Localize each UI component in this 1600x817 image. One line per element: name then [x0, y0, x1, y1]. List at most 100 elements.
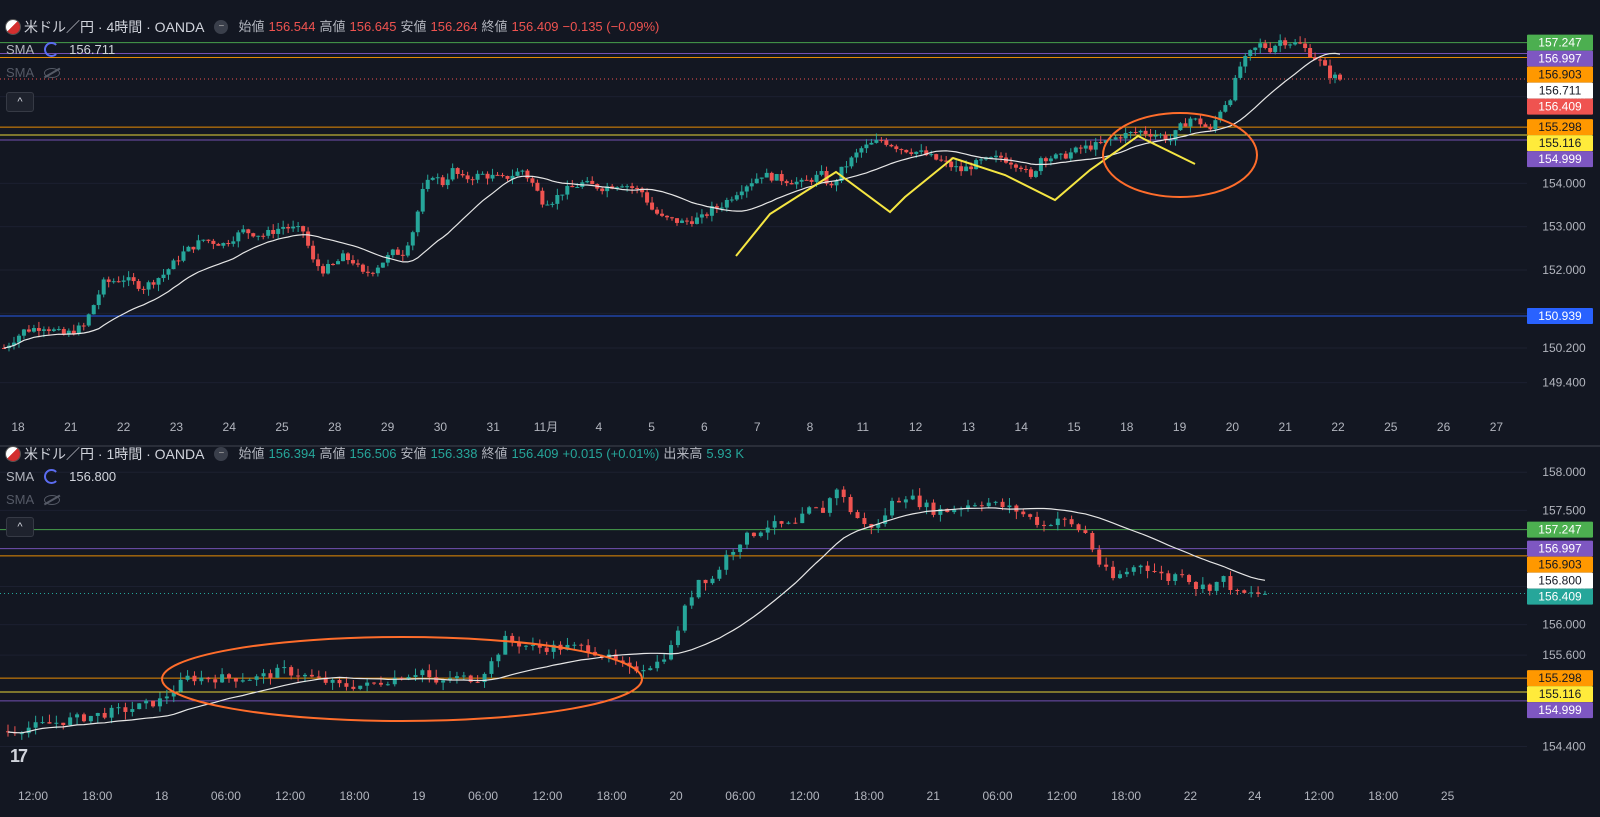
candle [575, 182, 580, 188]
more-options-icon[interactable]: − [214, 19, 229, 34]
candle-body [344, 683, 349, 687]
price-tag[interactable] [1527, 151, 1593, 168]
candle-body [834, 489, 839, 499]
candle [241, 225, 246, 235]
candle [454, 671, 459, 684]
price-tag[interactable] [1527, 521, 1593, 538]
candle-body [530, 644, 535, 646]
candle-body [862, 518, 867, 525]
candle-body [490, 174, 495, 179]
price-tag[interactable] [1527, 98, 1593, 115]
y-tick-label: 149.400 [1542, 376, 1586, 390]
price-tag[interactable] [1527, 66, 1593, 83]
candle [1148, 128, 1153, 143]
candle [410, 230, 415, 251]
candle [355, 259, 360, 268]
candle-body [40, 722, 45, 724]
candle-body [745, 532, 750, 545]
sma2-label: SMA [6, 491, 35, 507]
price-tag[interactable] [1527, 686, 1593, 703]
hidden-eye-icon[interactable] [44, 67, 61, 78]
x-tick-label: 26 [1437, 420, 1451, 434]
candle [648, 665, 653, 671]
candle [131, 273, 136, 285]
candle-body [675, 630, 680, 646]
candle-body [31, 328, 36, 332]
price-tag[interactable] [1527, 135, 1593, 152]
price-tag[interactable] [1527, 119, 1593, 136]
usd-jpy-flag-icon [6, 446, 20, 461]
candle [26, 325, 31, 333]
chart-4h-plot[interactable]: 149.400150.200151.000152.000153.000154.0… [0, 0, 1600, 445]
drawn-trend-line[interactable] [735, 134, 1196, 257]
candle-body [470, 179, 475, 181]
candle [939, 155, 944, 162]
candle-body [555, 195, 560, 204]
refresh-icon[interactable] [44, 469, 60, 484]
hidden-eye-icon[interactable] [44, 494, 61, 505]
price-tag[interactable] [1527, 34, 1593, 51]
x-tick-label: 06:00 [725, 789, 755, 803]
collapse-legend-button[interactable]: ^ [6, 517, 34, 537]
price-tag[interactable] [1527, 702, 1593, 719]
chart-pane-1h[interactable]: 154.400155.600156.000156.500157.500158.0… [0, 445, 1600, 817]
symbol-title[interactable]: 米ドル／円 · 1時間 · OANDA [24, 445, 205, 462]
chart-pane-4h[interactable]: 149.400150.200151.000152.000153.000154.0… [0, 0, 1600, 447]
candle [555, 188, 560, 210]
sma2-row-4h[interactable]: SMA [6, 61, 659, 84]
candle-body [227, 674, 232, 679]
candle-body [794, 181, 799, 185]
chart-1h-plot[interactable]: 154.400155.600156.000156.500157.500158.0… [0, 447, 1600, 817]
drawn-ellipse[interactable] [1102, 112, 1258, 198]
candle [47, 714, 52, 724]
sma-row-4h[interactable]: SMA 156.711 [6, 38, 659, 61]
candle-body [240, 680, 245, 682]
close-value: 156.409 [511, 445, 559, 461]
candle [81, 322, 86, 331]
price-tag[interactable] [1527, 572, 1593, 589]
drawn-ellipse[interactable] [161, 636, 643, 722]
more-options-icon[interactable]: − [214, 446, 229, 461]
sma2-row-1h[interactable]: SMA [6, 488, 744, 511]
candle [717, 566, 722, 582]
price-tag[interactable] [1527, 540, 1593, 557]
price-tag[interactable] [1527, 307, 1593, 324]
candle [1083, 525, 1088, 534]
sma-line[interactable] [3, 52, 1341, 349]
candle [1338, 73, 1342, 82]
price-tag[interactable] [1527, 670, 1593, 687]
refresh-icon[interactable] [44, 42, 60, 57]
candle [704, 212, 709, 219]
symbol-title[interactable]: 米ドル／円 · 4時間 · OANDA [24, 18, 205, 35]
candle [679, 218, 684, 224]
candle-body [231, 241, 236, 244]
x-tick-label: 23 [170, 420, 184, 434]
candle [1058, 153, 1063, 160]
sma-line[interactable] [7, 507, 1266, 734]
collapse-legend-button[interactable]: ^ [6, 92, 34, 112]
candle [111, 278, 116, 284]
candle-body [952, 509, 957, 513]
candle [1249, 585, 1254, 598]
candle [268, 669, 273, 685]
candle-body [620, 186, 625, 188]
candle-body [126, 277, 131, 281]
candle-body [326, 264, 331, 274]
candle [1221, 575, 1226, 588]
candle [68, 712, 73, 727]
candle [216, 242, 221, 246]
price-tag[interactable] [1527, 588, 1593, 605]
tradingview-logo-icon[interactable]: 17 [10, 746, 28, 766]
price-tag[interactable] [1527, 82, 1593, 99]
candle-body [1043, 158, 1048, 162]
x-tick-label: 12:00 [790, 789, 820, 803]
candle-body [709, 206, 714, 216]
price-tag[interactable] [1527, 556, 1593, 573]
candle [151, 700, 156, 708]
price-tag[interactable] [1527, 50, 1593, 67]
candle [448, 671, 453, 683]
candle-body [904, 149, 909, 153]
sma-row-1h[interactable]: SMA 156.800 [6, 465, 744, 488]
candle [1053, 153, 1058, 160]
candle [240, 673, 245, 683]
